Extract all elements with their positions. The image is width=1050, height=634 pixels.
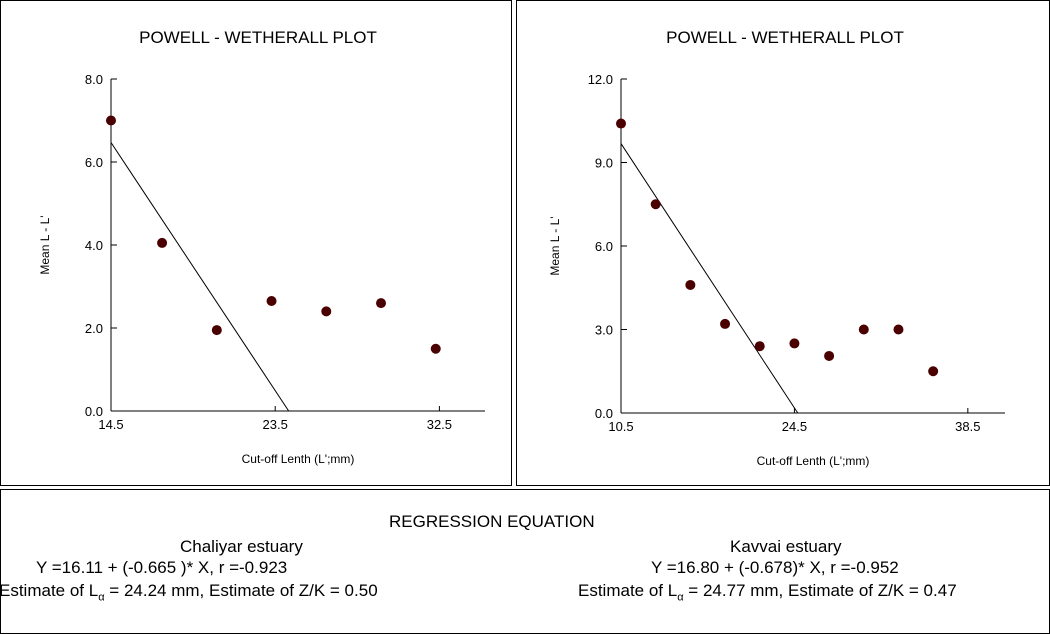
kavvai-site-label: Kavvai estuary xyxy=(730,537,842,556)
data-point xyxy=(720,318,731,329)
y-tick-label: 0.0 xyxy=(85,404,103,419)
regression-line xyxy=(110,142,290,412)
data-point xyxy=(650,199,661,210)
kavvai-estimate-subscript: α xyxy=(677,591,684,604)
data-point xyxy=(106,115,116,126)
x-tick-label: 10.5 xyxy=(608,419,633,434)
x-tick-label: 38.5 xyxy=(955,419,980,434)
data-point xyxy=(685,279,696,290)
x-axis-label: Cut-off Lenth (L';mm) xyxy=(242,452,355,466)
regression-line xyxy=(620,143,799,414)
chaliyar-chart-panel: POWELL - WETHERALL PLOT 0.0 2.0 4.0 6.0 8.0 14… xyxy=(0,0,512,486)
x-tick-label: 32.5 xyxy=(427,417,452,432)
y-axis-label: Mean L - L' xyxy=(548,216,562,275)
chaliyar-estimate: Estimate of Lα = 24.24 mm, Estimate of Z… xyxy=(0,581,378,603)
x-tick-label: 24.5 xyxy=(782,419,807,434)
chart-title: POWELL - WETHERALL PLOT xyxy=(139,28,377,47)
x-axis-label: Cut-off Lenth (L';mm) xyxy=(757,454,870,468)
data-point xyxy=(616,118,626,129)
y-tick-label: 6.0 xyxy=(595,239,613,254)
y-axis-label: Mean L - L' xyxy=(38,215,52,274)
data-point xyxy=(321,306,332,317)
data-point xyxy=(211,325,222,336)
y-tick-label: 2.0 xyxy=(85,321,103,336)
y-tick-label: 6.0 xyxy=(85,155,103,170)
data-point xyxy=(789,338,800,349)
kavvai-chart: POWELL - WETHERALL PLOT 0.0 3.0 6.0 9.0 12.0 1… xyxy=(548,28,1005,468)
chaliyar-estimate-subscript: α xyxy=(98,591,105,604)
y-tick-label: 0.0 xyxy=(595,406,613,421)
chaliyar-equation: Y =16.11 + (-0.665 )* X, r =-0.923 xyxy=(36,558,288,577)
chaliyar-estimate-rest: = 24.24 mm, Estimate of Z/K = 0.50 xyxy=(104,581,378,600)
data-point xyxy=(754,341,765,352)
kavvai-estimate-rest: = 24.77 mm, Estimate of Z/K = 0.47 xyxy=(683,581,957,600)
data-point xyxy=(858,324,869,335)
data-point xyxy=(157,237,168,248)
data-point xyxy=(430,343,441,354)
data-point xyxy=(824,350,835,361)
y-tick-label: 12.0 xyxy=(588,72,613,87)
chart-title: POWELL - WETHERALL PLOT xyxy=(666,28,904,47)
kavvai-equation: Y =16.80 + (-0.678)* X, r =-0.952 xyxy=(651,558,899,577)
y-tick-label: 3.0 xyxy=(595,323,613,338)
chaliyar-site-label: Chaliyar estuary xyxy=(180,537,303,556)
data-point xyxy=(376,298,387,309)
regression-heading: REGRESSION EQUATION xyxy=(389,512,595,531)
x-tick-label: 23.5 xyxy=(263,417,288,432)
chaliyar-chart: POWELL - WETHERALL PLOT 0.0 2.0 4.0 6.0 8.0 14… xyxy=(38,28,485,466)
kavvai-estimate-prefix: Estimate of L xyxy=(578,581,678,600)
kavvai-estimate: Estimate of Lα = 24.77 mm, Estimate of Z… xyxy=(578,581,957,603)
x-tick-label: 14.5 xyxy=(98,417,123,432)
y-tick-label: 8.0 xyxy=(85,72,103,87)
chaliyar-estimate-prefix: Estimate of L xyxy=(0,581,99,600)
data-point xyxy=(893,324,904,335)
data-point xyxy=(928,366,939,377)
kavvai-chart-panel: POWELL - WETHERALL PLOT 0.0 3.0 6.0 9.0 12.0 1… xyxy=(516,0,1050,486)
y-tick-label: 4.0 xyxy=(85,238,103,253)
y-tick-label: 9.0 xyxy=(595,156,613,171)
regression-panel: REGRESSION EQUATION Chaliyar estuary Y =… xyxy=(0,489,1050,634)
data-point xyxy=(266,296,277,307)
